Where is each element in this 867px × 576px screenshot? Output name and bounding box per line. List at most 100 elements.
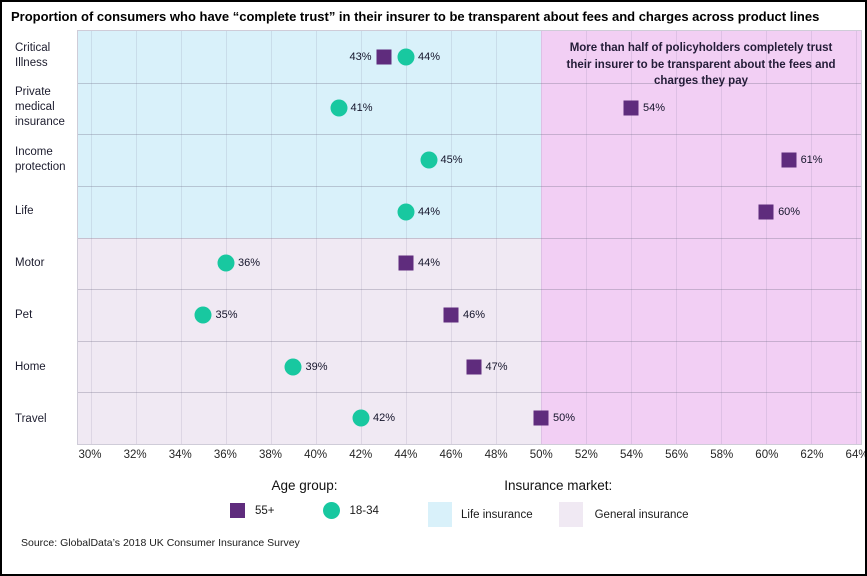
x-tick-label: 34%: [168, 449, 192, 461]
data-point-circle-18-34: [352, 409, 370, 427]
gridline: [270, 31, 272, 444]
data-point-square-55+: [443, 307, 459, 323]
x-tick-label: 44%: [394, 449, 418, 461]
data-label: 39%: [305, 360, 328, 373]
x-tick-label: 46%: [439, 449, 463, 461]
data-label: 60%: [778, 205, 801, 218]
data-point-circle-18-34: [330, 99, 347, 117]
legend-general-insurance-label: General insurance: [594, 508, 689, 521]
general-insurance-region: [78, 237, 542, 444]
x-tick-label: 58%: [710, 449, 734, 461]
source-note: Source: GlobalData’s 2018 UK Consumer In…: [21, 537, 300, 549]
data-label: 61%: [800, 154, 823, 167]
data-point-circle-18-34: [420, 151, 438, 169]
gridline: [406, 31, 407, 444]
gridline: [811, 31, 813, 444]
row-separator: [78, 340, 861, 342]
data-point-circle-18-34: [217, 254, 235, 272]
gridline: [541, 31, 543, 444]
category-label: Income protection: [15, 145, 66, 173]
legend-general-insurance-swatch: [558, 502, 583, 527]
x-tick-label: 32%: [123, 449, 147, 461]
data-label: 44%: [418, 257, 441, 270]
x-tick-label: 56%: [665, 449, 689, 461]
data-label: 35%: [215, 308, 238, 321]
life-insurance-region: [78, 31, 542, 238]
row-separator: [78, 392, 861, 394]
y-axis-labels: Critical Illness Private medical insuranc…: [2, 30, 77, 445]
category-label: Travel: [15, 412, 47, 425]
x-axis-labels: 30% 32% 34% 36% 38% 40% 42% 44% 46% 48% 50% 52% 54% 5…: [77, 449, 865, 464]
data-label: 47%: [485, 360, 508, 373]
x-tick-label: 30%: [78, 449, 102, 461]
data-label: 43%: [349, 50, 372, 63]
data-label: 45%: [440, 154, 463, 167]
plot-area: 43% 54% 61% 60% 44% 46% 47% 50% 44% 41% 45% 44% 36% 3…: [77, 30, 862, 445]
gridline: [180, 31, 182, 444]
x-tick-label: 42%: [349, 449, 373, 461]
data-point-square-55+: [623, 100, 639, 116]
category-label: Home: [15, 360, 46, 373]
x-tick-label: 60%: [755, 449, 779, 461]
gridline: [361, 31, 362, 444]
data-point-circle-18-34: [284, 358, 302, 376]
x-tick-label: 36%: [213, 449, 237, 461]
legend-life-insurance-label: Life insurance: [461, 508, 533, 521]
data-label: 41%: [350, 102, 373, 115]
legend-insurance-market: Insurance market: Life insurance General…: [428, 478, 689, 527]
legend-insurance-market-title: Insurance market:: [504, 478, 613, 493]
legend-age-group-title: Age group:: [271, 478, 338, 493]
category-label: Private medical insurance: [15, 86, 65, 129]
gridline: [135, 31, 137, 444]
data-label: 44%: [418, 205, 441, 218]
x-tick-label: 50%: [529, 449, 553, 461]
data-label: 36%: [237, 257, 261, 270]
over-half-region: [541, 31, 861, 444]
legend-18-34-swatch: [322, 502, 340, 519]
row-separator: [78, 82, 861, 84]
x-tick-label: 64%: [845, 449, 867, 461]
legend-55plus-label: 55+: [255, 504, 275, 517]
gridline: [721, 31, 723, 444]
data-point-square-55+: [533, 410, 549, 426]
data-point-square-55+: [466, 359, 482, 375]
data-label: 44%: [418, 50, 441, 63]
data-point-square-55+: [376, 49, 391, 65]
data-label: 54%: [643, 102, 666, 115]
gridline: [766, 31, 768, 444]
chart-title: Proportion of consumers who have “comple…: [11, 9, 820, 24]
data-point-circle-18-34: [397, 203, 415, 221]
x-tick-label: 38%: [258, 449, 282, 461]
gridline: [225, 31, 227, 444]
row-separator: [78, 185, 861, 187]
legend-55plus-swatch: [230, 503, 245, 518]
row-separator: [78, 237, 861, 239]
gridline: [451, 31, 453, 444]
data-label: 50%: [553, 412, 576, 425]
gridline: [856, 31, 858, 444]
gridline: [631, 31, 633, 444]
gridline: [496, 31, 498, 444]
data-point-square-55+: [398, 255, 414, 271]
gridline: [90, 31, 92, 444]
x-tick-label: 40%: [304, 449, 328, 461]
data-point-square-55+: [781, 152, 797, 168]
category-label: Life: [15, 205, 34, 218]
data-point-square-55+: [758, 204, 774, 220]
row-separator: [78, 289, 861, 291]
data-label: 46%: [463, 308, 486, 321]
gridline: [586, 31, 588, 444]
x-tick-label: 52%: [574, 449, 598, 461]
category-label: Pet: [15, 308, 33, 321]
gridline: [316, 31, 317, 444]
legend-18-34-label: 18-34: [349, 504, 379, 517]
data-point-circle-18-34: [397, 48, 415, 66]
row-separator: [78, 134, 861, 136]
data-label: 42%: [373, 412, 396, 425]
legend-life-insurance-swatch: [428, 502, 452, 527]
annotation-text: More than half of policyholders complete…: [566, 42, 836, 88]
category-label: Motor: [15, 256, 45, 269]
x-tick-label: 48%: [484, 449, 508, 461]
category-label: Critical Illness: [15, 42, 51, 69]
